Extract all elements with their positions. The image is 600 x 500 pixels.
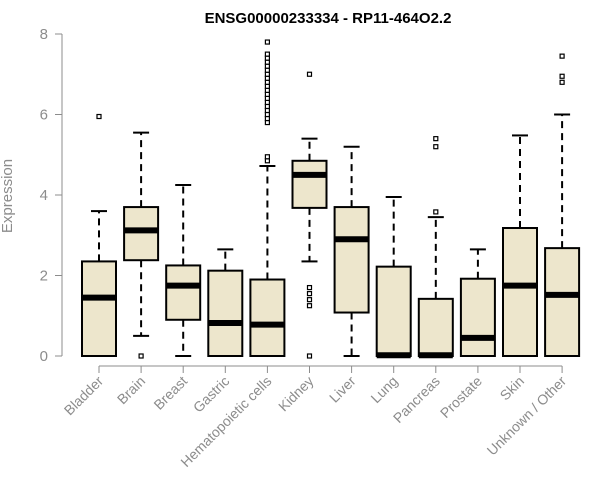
box-group xyxy=(417,136,454,359)
outlier-point xyxy=(264,87,270,93)
box-group xyxy=(249,39,286,357)
outlier-point xyxy=(264,154,270,160)
outlier-point xyxy=(264,51,270,57)
outlier-point xyxy=(264,63,270,69)
outlier-point xyxy=(264,115,270,122)
outlier-point xyxy=(264,99,270,106)
outlier-point xyxy=(264,59,270,65)
box-group xyxy=(544,53,581,358)
outlier-point xyxy=(306,297,313,303)
y-tick-label: 0 xyxy=(40,348,48,365)
x-tick-label: Liver xyxy=(326,373,359,406)
box-iqr xyxy=(417,297,454,357)
outlier-point xyxy=(306,71,313,77)
y-axis-label: Expression xyxy=(0,159,16,233)
outlier-point xyxy=(306,284,313,291)
box-iqr xyxy=(165,264,202,321)
box-group xyxy=(291,71,328,359)
box-group xyxy=(207,248,244,358)
box-iqr xyxy=(291,159,328,209)
outlier-point xyxy=(306,303,313,309)
outlier-point xyxy=(264,91,270,97)
box-group xyxy=(333,145,370,357)
outlier-point xyxy=(264,111,270,118)
outlier-point xyxy=(264,158,270,164)
box-group xyxy=(165,183,202,357)
box-iqr xyxy=(459,277,496,357)
x-tick-label: Kidney xyxy=(275,373,317,415)
outlier-point xyxy=(264,71,270,77)
outlier-point xyxy=(559,73,565,79)
box-group xyxy=(375,196,412,359)
box-iqr xyxy=(544,247,581,358)
x-tick-label: Prostate xyxy=(437,373,485,421)
outlier-point xyxy=(433,209,439,215)
box-group xyxy=(123,131,160,359)
x-tick-label: Lung xyxy=(367,373,400,406)
box-iqr xyxy=(502,227,538,358)
outlier-point xyxy=(264,95,270,102)
y-tick-label: 4 xyxy=(40,187,48,204)
box-group xyxy=(81,113,117,358)
box-group xyxy=(502,134,538,358)
y-tick-label: 8 xyxy=(40,26,48,43)
outlier-point xyxy=(306,353,313,359)
outlier-point xyxy=(264,107,270,114)
outlier-point xyxy=(264,103,270,110)
y-tick-label: 6 xyxy=(40,107,48,124)
outlier-point xyxy=(559,53,565,59)
outlier-point xyxy=(264,67,270,73)
outlier-point xyxy=(264,83,270,89)
outlier-point xyxy=(306,291,313,297)
x-tick-label: Unknown / Other xyxy=(484,373,570,459)
box-iqr xyxy=(81,260,117,358)
chart-title: ENSG00000233334 - RP11-464O2.2 xyxy=(205,10,452,27)
outlier-point xyxy=(264,79,270,85)
outlier-point xyxy=(138,353,144,359)
box-series xyxy=(81,39,581,359)
x-tick-label: Skin xyxy=(497,373,528,404)
outlier-point xyxy=(264,75,270,81)
box-iqr xyxy=(123,206,160,262)
y-axis: 0 2 4 6 8 xyxy=(40,26,63,365)
x-tick-label: Breast xyxy=(150,373,190,413)
box-iqr xyxy=(333,206,370,314)
box-iqr xyxy=(249,278,286,357)
outlier-point xyxy=(559,79,565,85)
outlier-point xyxy=(264,119,270,126)
x-tick-label: Bladder xyxy=(61,373,107,419)
y-tick-label: 2 xyxy=(40,268,48,285)
box-group xyxy=(459,248,496,357)
outlier-point xyxy=(433,144,439,150)
outlier-point xyxy=(264,39,270,45)
outlier-point xyxy=(96,113,102,120)
box-iqr xyxy=(375,265,412,357)
outlier-point xyxy=(433,136,439,142)
x-tick-label: Pancreas xyxy=(390,373,443,426)
box-iqr xyxy=(207,269,244,358)
outlier-point xyxy=(264,55,270,61)
x-tick-label: Brain xyxy=(114,373,148,407)
